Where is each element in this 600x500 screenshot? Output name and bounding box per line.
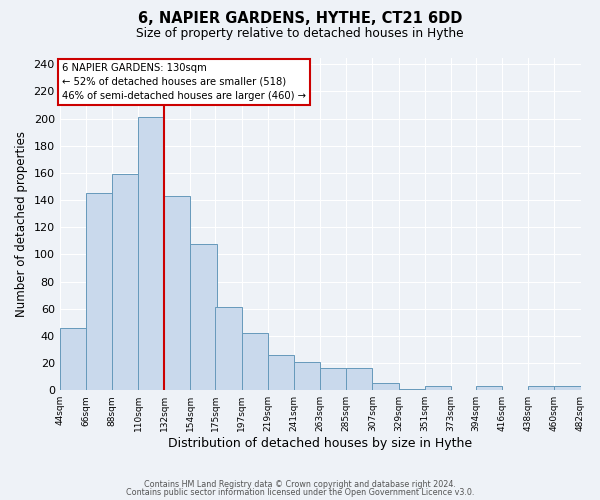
Bar xyxy=(138,118,164,390)
Text: Contains HM Land Registry data © Crown copyright and database right 2024.: Contains HM Land Registry data © Crown c… xyxy=(144,480,456,489)
Bar xyxy=(476,386,502,390)
Text: 6, NAPIER GARDENS, HYTHE, CT21 6DD: 6, NAPIER GARDENS, HYTHE, CT21 6DD xyxy=(138,11,462,26)
Bar xyxy=(346,368,373,390)
Bar xyxy=(215,308,242,390)
Bar xyxy=(112,174,138,390)
Bar xyxy=(59,328,86,390)
Y-axis label: Number of detached properties: Number of detached properties xyxy=(15,131,28,317)
Bar xyxy=(86,194,112,390)
Bar xyxy=(528,386,554,390)
Bar xyxy=(373,384,398,390)
Bar xyxy=(164,196,190,390)
Bar xyxy=(554,386,581,390)
Bar xyxy=(268,355,294,390)
Bar xyxy=(242,333,268,390)
Bar xyxy=(294,362,320,390)
Bar xyxy=(190,244,217,390)
X-axis label: Distribution of detached houses by size in Hythe: Distribution of detached houses by size … xyxy=(168,437,472,450)
Text: Contains public sector information licensed under the Open Government Licence v3: Contains public sector information licen… xyxy=(126,488,474,497)
Bar xyxy=(425,386,451,390)
Bar xyxy=(398,389,425,390)
Bar xyxy=(320,368,346,390)
Text: 6 NAPIER GARDENS: 130sqm
← 52% of detached houses are smaller (518)
46% of semi-: 6 NAPIER GARDENS: 130sqm ← 52% of detach… xyxy=(62,63,306,101)
Text: Size of property relative to detached houses in Hythe: Size of property relative to detached ho… xyxy=(136,28,464,40)
